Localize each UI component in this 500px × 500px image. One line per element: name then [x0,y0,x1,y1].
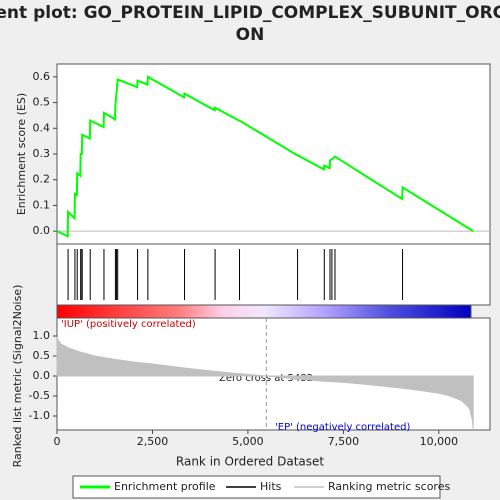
legend-label: Enrichment profile [114,480,216,493]
legend-label: Hits [260,480,282,493]
y2-axis-label: Ranked list metric (Signal2Noise) [11,285,24,468]
chart-title: Enrichment plot: GO_PROTEIN_LIPID_COMPLE… [0,3,500,23]
legend-label: Ranking metric scores [328,480,450,493]
y-tick-label: 0.2 [33,173,51,186]
y2-tick-label: 0.5 [33,349,51,362]
color-bar [56,304,472,319]
metric-area [56,336,474,431]
y-tick-label: 0.5 [33,96,51,109]
y-tick-label: 0.1 [33,198,51,211]
es-panel [56,63,491,245]
neg-label: 'EP' (negatively correlated) [275,422,410,433]
zero-cross-label: Zero cross at 5482 [219,373,313,384]
y2-tick-label: -0.5 [29,389,50,402]
es-line [56,75,474,238]
legend [72,475,441,499]
chart-title: ON [236,25,265,45]
y-tick-label: 0.3 [33,147,51,160]
y-axis-label: Enrichment score (ES) [15,93,28,215]
y2-tick-label: -1.0 [29,409,50,422]
x-tick-label: 7,500 [328,435,360,448]
x-axis-label: Rank in Ordered Dataset [176,455,324,469]
y-tick-label: 0.0 [33,224,51,237]
y2-tick-label: 0.0 [33,369,51,382]
hits-panel [56,243,491,306]
y-tick-label: 0.4 [33,121,51,134]
pos-label: 'IUP' (positively correlated) [61,319,196,330]
x-tick-label: 0 [54,435,61,448]
x-tick-label: 10,000 [420,435,459,448]
y-tick-label: 0.6 [33,70,51,83]
x-tick-label: 2,500 [137,435,169,448]
y2-tick-label: 1.0 [33,329,51,342]
x-tick-label: 5,000 [232,435,264,448]
